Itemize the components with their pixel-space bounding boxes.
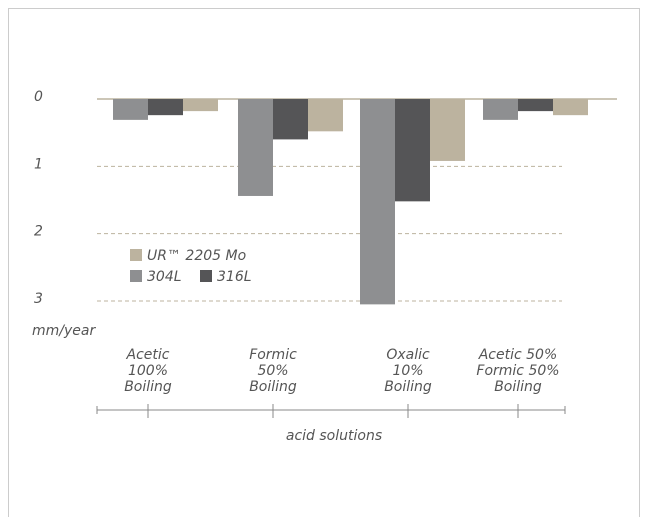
bar (238, 99, 273, 196)
y-tick-label: 3 (34, 291, 43, 307)
x-tick-label: Acetic 100% Boiling (124, 347, 172, 395)
bar (483, 99, 518, 120)
legend-swatch (130, 270, 142, 282)
bar (273, 99, 308, 140)
bar (360, 99, 395, 305)
frame (8, 8, 640, 517)
legend-label: 304L (147, 269, 182, 285)
bar (518, 99, 553, 112)
bar (395, 99, 430, 202)
legend-label: 316L (217, 269, 252, 285)
y-axis-label: mm/year (32, 323, 96, 339)
x-tick-label: Formic 50% Boiling (249, 347, 297, 395)
y-tick-label: 0 (34, 89, 43, 105)
y-tick-label: 1 (34, 156, 43, 172)
x-axis-label: acid solutions (286, 428, 382, 444)
legend-swatch (200, 270, 212, 282)
y-tick-label: 2 (34, 224, 43, 240)
bar (430, 99, 465, 161)
legend-swatch (130, 249, 142, 261)
legend-label: UR™ 2205 Mo (147, 248, 246, 264)
bar (308, 99, 343, 132)
x-tick-label: Oxalic 10% Boiling (384, 347, 432, 395)
bar (183, 99, 218, 112)
bar (148, 99, 183, 116)
x-tick-label: Acetic 50% Formic 50% Boiling (476, 347, 560, 395)
bar (113, 99, 148, 120)
bar (553, 99, 588, 116)
